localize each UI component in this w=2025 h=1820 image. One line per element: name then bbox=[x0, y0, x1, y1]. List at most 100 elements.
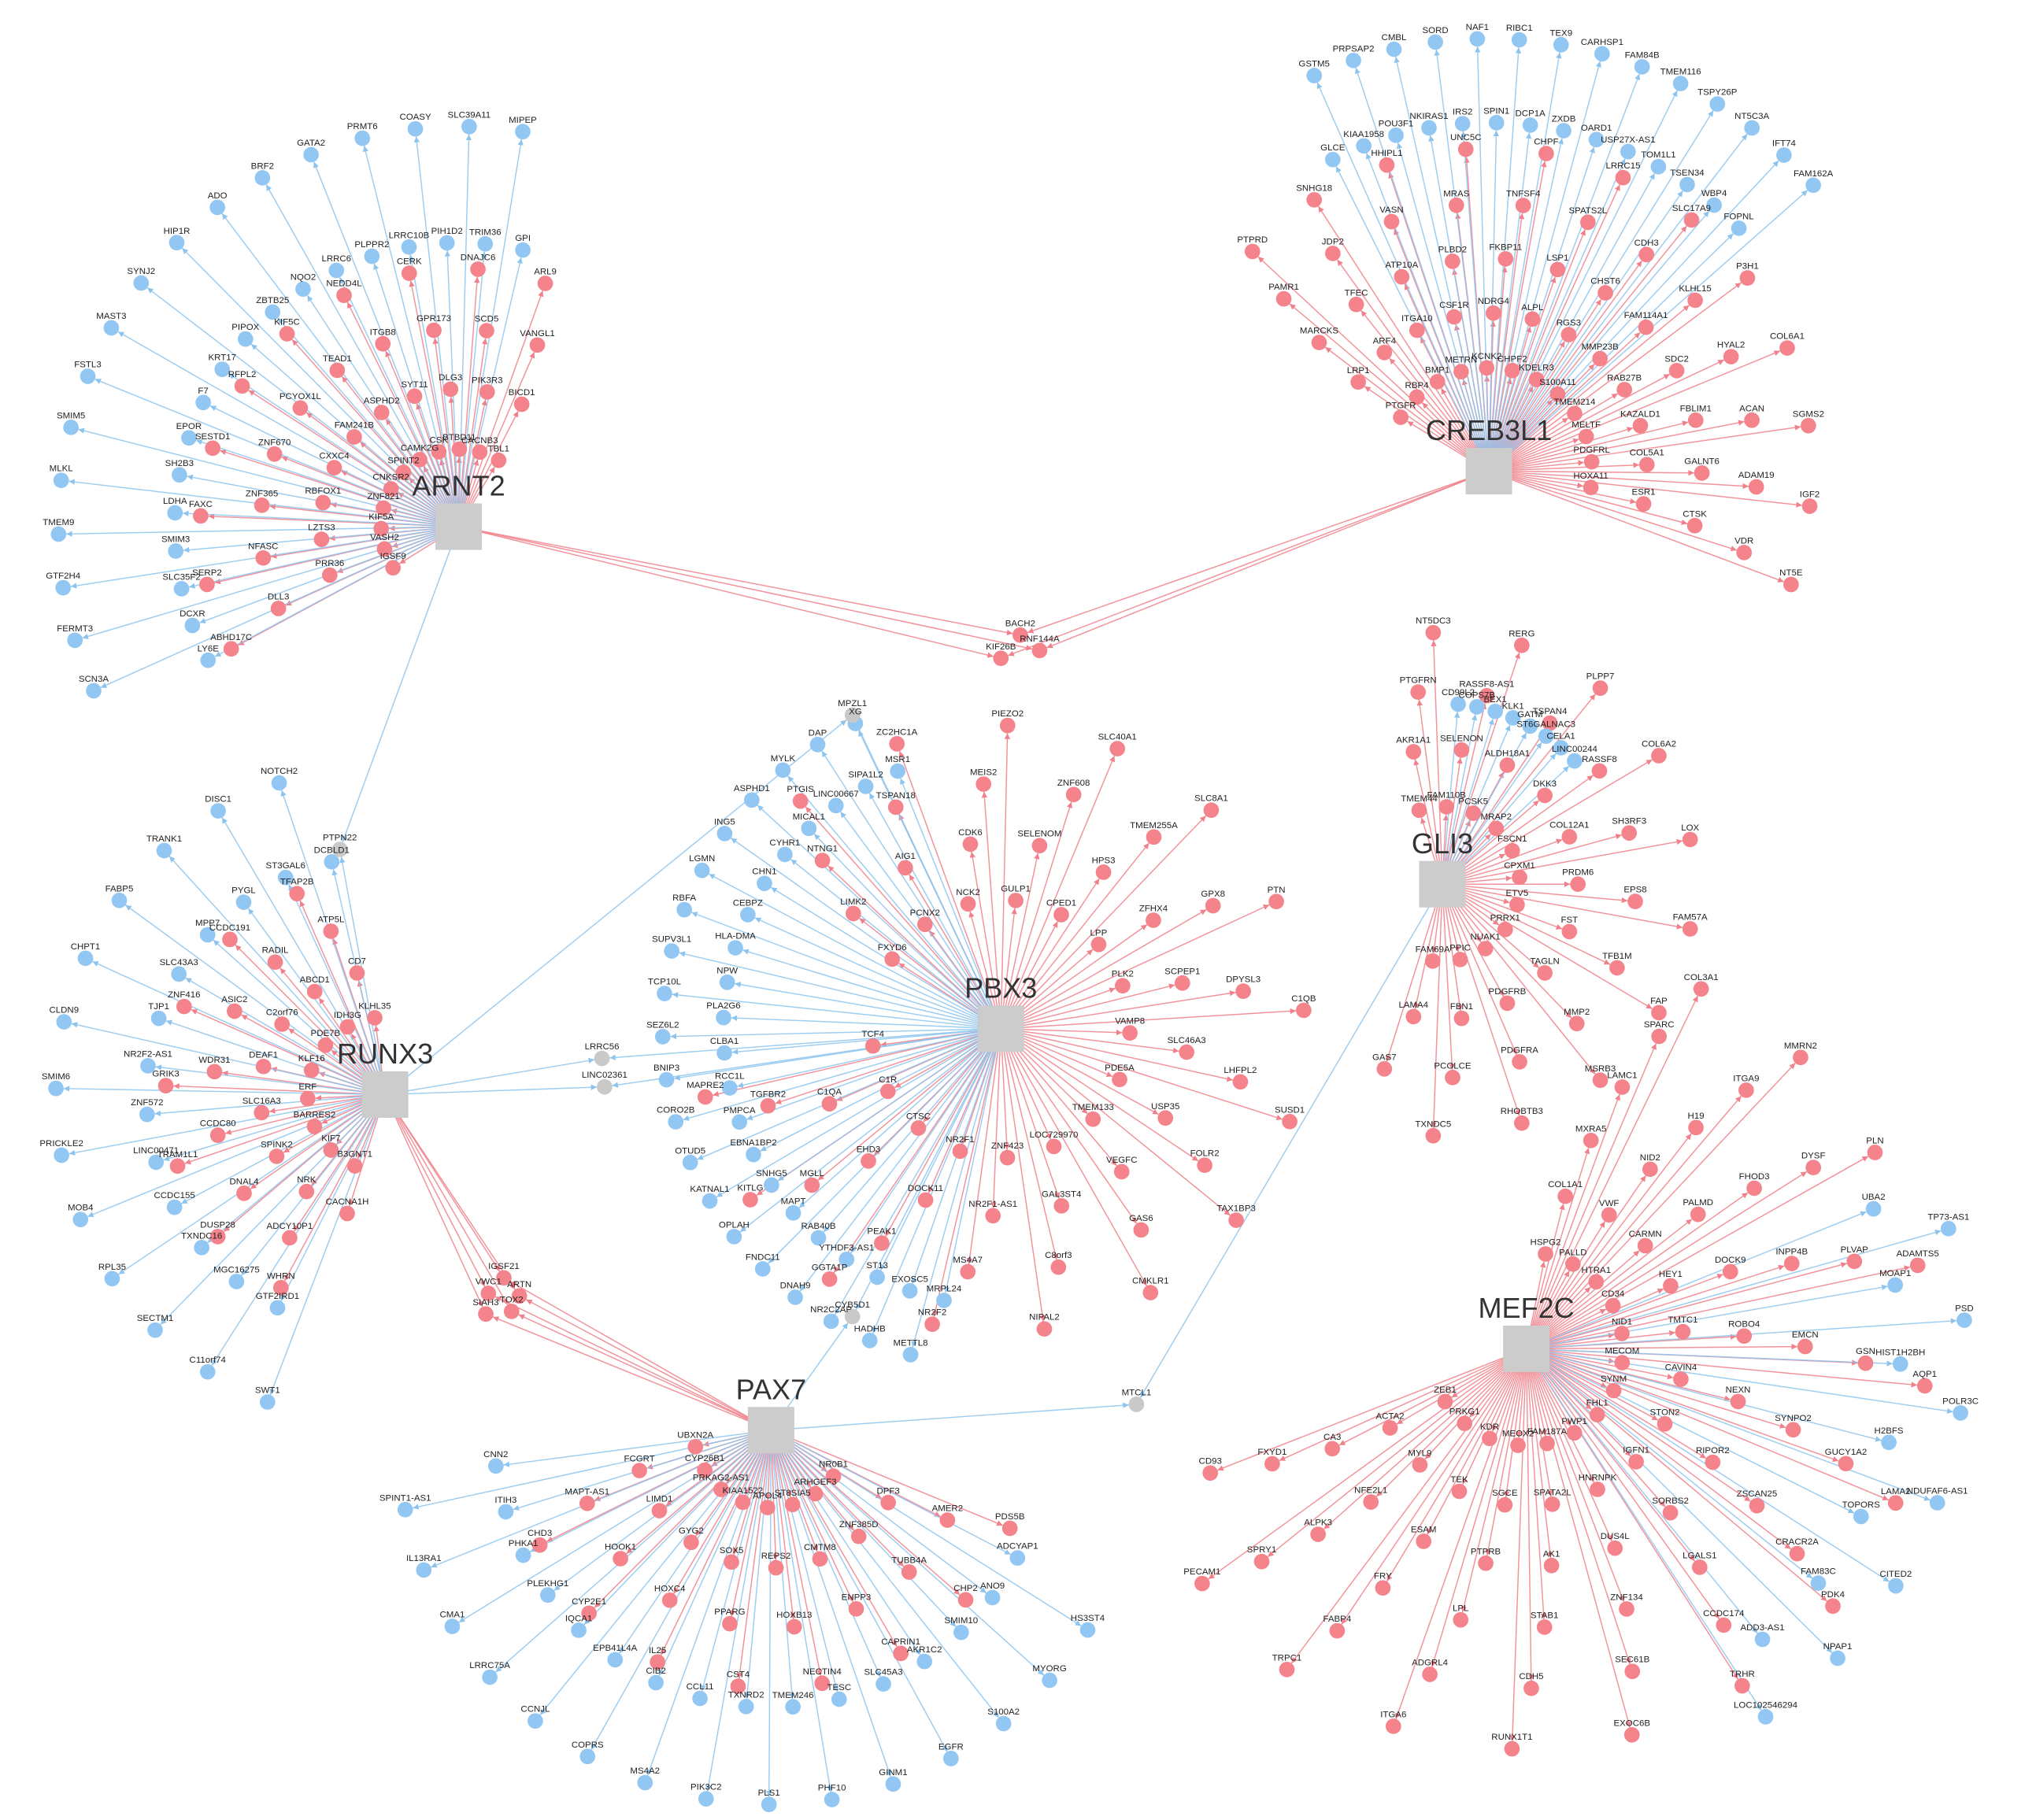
gene-node bbox=[209, 1229, 226, 1245]
gene-label: HIP1R bbox=[164, 227, 191, 236]
edge bbox=[1526, 1171, 1808, 1350]
gene-node bbox=[1722, 1263, 1738, 1280]
gene-node bbox=[479, 384, 495, 400]
gene-node bbox=[1691, 1559, 1708, 1575]
gene-node bbox=[1683, 212, 1700, 228]
gene-label: C1R bbox=[879, 1075, 897, 1085]
gene-label: RASSF8 bbox=[1582, 755, 1617, 764]
gene-node bbox=[1638, 319, 1654, 335]
edge bbox=[1289, 303, 1490, 472]
gene-node bbox=[1450, 696, 1466, 712]
gene-node bbox=[1789, 1545, 1805, 1562]
gene-label: LDHA bbox=[163, 497, 187, 506]
edge bbox=[855, 1028, 1001, 1311]
gene-label: VWF bbox=[1599, 1199, 1619, 1208]
gene-node bbox=[1513, 1115, 1530, 1131]
gene-label: XG bbox=[849, 708, 862, 717]
gene-label: KCNK2 bbox=[1472, 352, 1501, 361]
gene-label: NR2C2AP bbox=[810, 1305, 852, 1315]
gene-label: PLN bbox=[1866, 1137, 1883, 1146]
edge bbox=[911, 1028, 1001, 1348]
gene-label: PHKA1 bbox=[509, 1539, 539, 1548]
gene-label: LAMA4 bbox=[1398, 1001, 1428, 1010]
gene-label: PRRX1 bbox=[1490, 913, 1520, 923]
gene-label: SGCE bbox=[1492, 1489, 1518, 1498]
gene-node bbox=[103, 320, 120, 336]
edge bbox=[757, 805, 1001, 1030]
gene-label: RERG bbox=[1509, 629, 1534, 638]
gene-node bbox=[529, 337, 546, 353]
gene-label: RPL35 bbox=[98, 1263, 126, 1272]
gene-node bbox=[1723, 349, 1739, 364]
gene-label: SLC16A3 bbox=[242, 1097, 281, 1106]
gene-node bbox=[1053, 1197, 1070, 1214]
edge bbox=[339, 276, 460, 527]
gene-label: TSPAN4 bbox=[1533, 707, 1568, 716]
gene-node bbox=[924, 1316, 940, 1333]
gene-node bbox=[1115, 978, 1131, 994]
edge bbox=[1460, 131, 1490, 472]
gene-node bbox=[1929, 1495, 1945, 1511]
gene-node bbox=[1940, 1220, 1957, 1237]
edge bbox=[735, 982, 1001, 1030]
gene-label: PCYOX1L bbox=[280, 392, 321, 401]
gene-label: NCK2 bbox=[956, 888, 980, 897]
gene-label: PLPPR2 bbox=[354, 240, 389, 250]
gene-label: RNF144A bbox=[1020, 634, 1060, 644]
gene-label: FRY bbox=[1374, 1572, 1392, 1581]
gene-node bbox=[1497, 1496, 1513, 1513]
edge bbox=[384, 1094, 516, 1290]
gene-node bbox=[1409, 322, 1425, 338]
edge bbox=[660, 1430, 772, 1655]
gene-label: DPF3 bbox=[876, 1486, 899, 1496]
gene-label: C1QB bbox=[1291, 994, 1316, 1004]
gene-label: CXXC4 bbox=[319, 452, 350, 461]
gene-label: TEX9 bbox=[1549, 28, 1572, 38]
gene-node bbox=[1524, 311, 1541, 327]
gene-label: SCN3A bbox=[79, 675, 109, 684]
gene-label: CHD3 bbox=[528, 1529, 552, 1538]
edge bbox=[771, 1430, 1003, 1526]
edge bbox=[165, 1019, 386, 1096]
gene-node bbox=[1776, 147, 1792, 163]
gene-label: GTF2IRD1 bbox=[256, 1292, 299, 1301]
gene-label: LZTS3 bbox=[308, 523, 335, 533]
gene-node bbox=[168, 543, 183, 559]
gene-label: BMP1 bbox=[1425, 365, 1449, 375]
gene-label: SLC45A3 bbox=[864, 1668, 902, 1678]
gene-label: NFE2L1 bbox=[1354, 1486, 1387, 1496]
edge bbox=[1001, 1028, 1283, 1121]
gene-label: SLC46A3 bbox=[1168, 1036, 1206, 1045]
gene-label: NQO2 bbox=[291, 273, 317, 283]
edge bbox=[1431, 884, 1443, 1128]
gene-node bbox=[785, 1699, 801, 1715]
gene-label: TSPY26P bbox=[1697, 88, 1738, 98]
gene-node bbox=[373, 520, 390, 537]
gene-label: ATP10A bbox=[1385, 261, 1418, 270]
gene-node bbox=[1797, 1338, 1813, 1355]
gene-label: UBXN2A bbox=[677, 1430, 713, 1440]
gene-label: LRRC10B bbox=[389, 231, 430, 240]
gene-label: NRK bbox=[297, 1175, 317, 1185]
gene-label: SYNPO2 bbox=[1775, 1414, 1812, 1423]
gene-node bbox=[1597, 285, 1613, 301]
gene-node bbox=[995, 1715, 1012, 1732]
edge bbox=[1000, 878, 1100, 1030]
gene-label: FHOD3 bbox=[1739, 1172, 1770, 1182]
gene-label: NDRG4 bbox=[1478, 297, 1510, 306]
gene-node bbox=[887, 799, 904, 816]
gene-node bbox=[496, 1270, 512, 1286]
gene-label: CACNB3 bbox=[461, 436, 498, 446]
edge bbox=[1442, 712, 1460, 885]
gene-node bbox=[746, 1146, 761, 1163]
edge bbox=[770, 1430, 948, 1752]
gene-label: PLK2 bbox=[1112, 970, 1134, 979]
gene-node bbox=[274, 1016, 291, 1032]
edge bbox=[1488, 225, 1687, 472]
gene-node bbox=[760, 1097, 776, 1114]
edge bbox=[1526, 1348, 1855, 1514]
gene-node bbox=[1553, 740, 1569, 756]
gene-label: PDK4 bbox=[1821, 1590, 1845, 1600]
edge bbox=[118, 1093, 386, 1275]
gene-label: HLA-DMA bbox=[715, 932, 756, 941]
